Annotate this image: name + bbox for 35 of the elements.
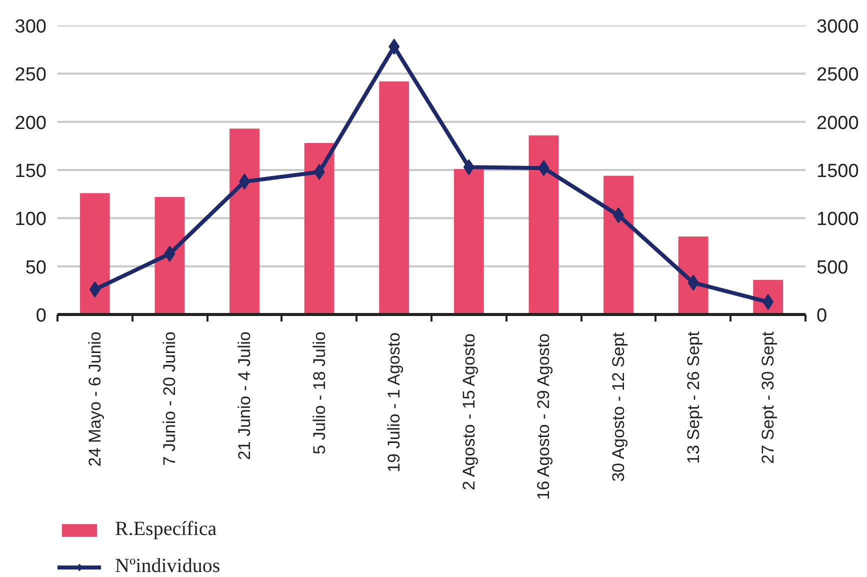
bar [454,169,484,314]
legend-label: Nºindividuos [115,555,220,577]
bar [604,176,634,314]
x-tick-label: 5 Julio - 18 Julio [310,332,329,454]
bar [230,128,260,314]
y2-tick-label: 0 [816,306,828,326]
y2-tick-label: 500 [816,257,848,278]
y2-tick-label: 3000 [816,16,859,38]
y-tick-label: 100 [14,209,46,230]
y2-tick-label: 1500 [816,161,859,182]
y-tick-label: 0 [36,306,47,326]
x-tick-label: 21 Junio - 4 Julio [235,331,254,460]
x-tick-label: 27 Sept - 30 Sept [758,331,778,464]
y-tick-label: 300 [14,16,46,38]
y2-tick-label: 1000 [816,209,859,230]
bar [678,236,708,314]
x-tick-label: 2 Agosto - 15 Agosto [459,333,478,490]
y-tick-label: 200 [14,112,46,134]
legend-label: R.Específica [115,518,217,541]
bar [528,135,559,314]
bar [379,81,410,314]
x-tick-label: 13 Sept - 26 Sept [684,331,703,464]
x-tick-label: 7 Junio - 20 Junio [160,331,180,466]
y-tick-label: 150 [14,161,46,182]
x-tick-label: 16 Agosto - 29 Agosto [534,333,554,500]
x-tick-label: 24 Mayo - 6 Junio [85,331,104,467]
bar [154,196,185,314]
y-tick-label: 250 [14,64,46,86]
bar [80,193,110,314]
y2-tick-label: 2000 [816,112,859,134]
x-tick-label: 19 Julio - 1 Agosto [384,332,404,472]
x-tick-label: 30 Agosto - 12 Sept [609,332,628,482]
bar [304,143,334,314]
y2-tick-label: 2500 [816,64,859,86]
y-tick-label: 50 [25,257,47,278]
